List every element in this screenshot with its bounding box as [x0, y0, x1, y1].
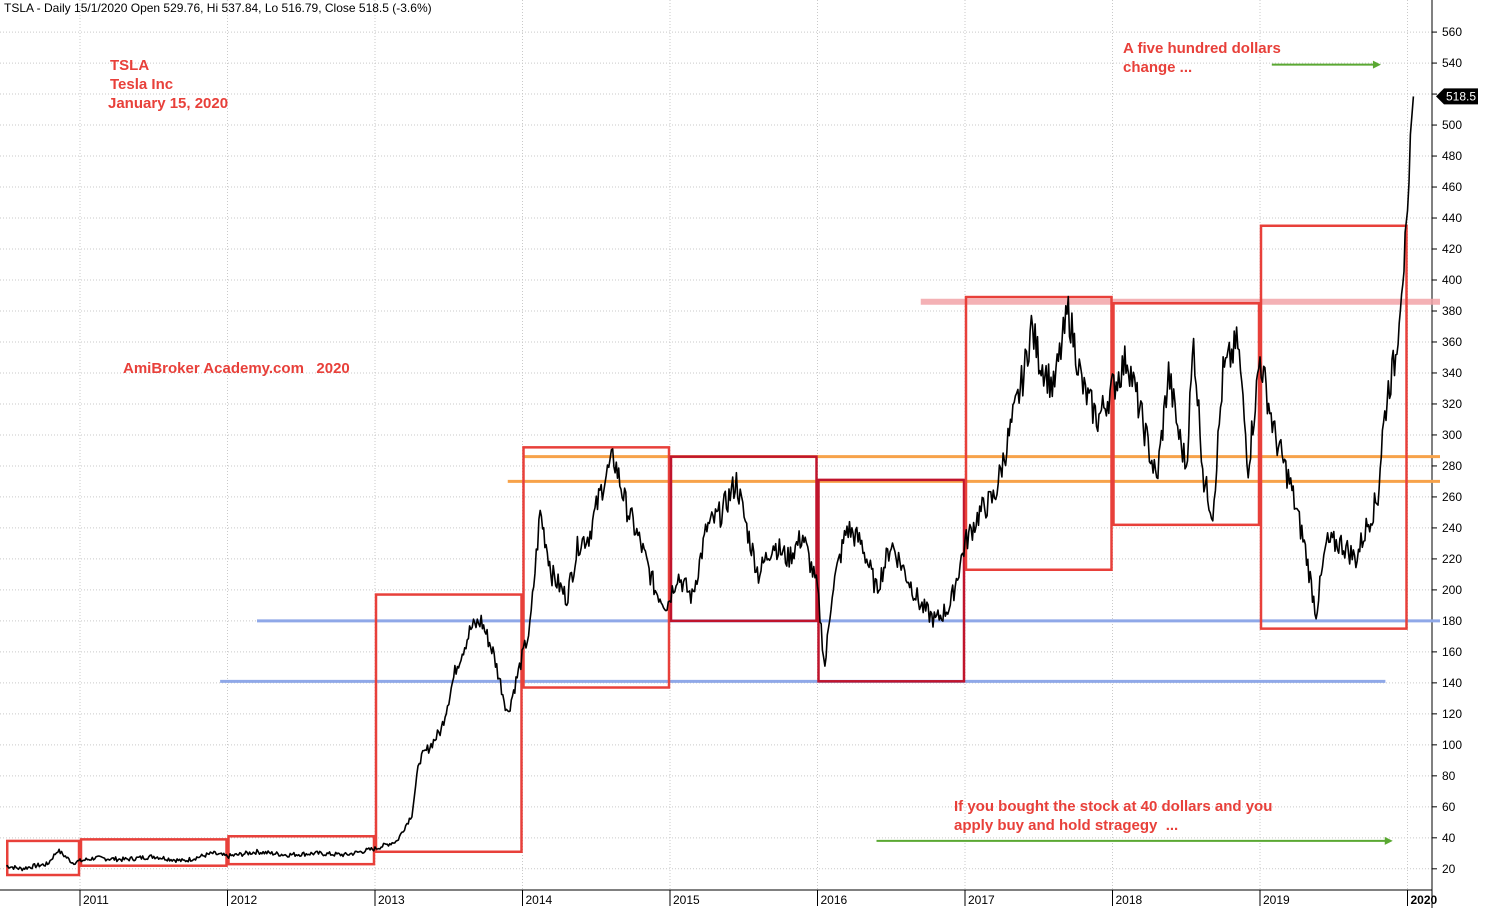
year-range-box	[1259, 224, 1408, 630]
y-tick-label: 120	[1442, 707, 1462, 721]
y-tick-label: 540	[1442, 56, 1462, 70]
bottom-note-line2: apply buy and hold stragegy ...	[954, 817, 1179, 834]
date-label: January 15, 2020	[108, 95, 229, 112]
year-range-box	[522, 446, 671, 689]
year-range-box	[227, 835, 376, 866]
last-price-marker	[1436, 88, 1478, 105]
y-tick-label: 360	[1442, 335, 1462, 349]
x-tick-label: 2019	[1263, 893, 1290, 907]
x-tick-label: 2018	[1116, 893, 1143, 907]
y-tick-label: 240	[1442, 521, 1462, 535]
ticker-label: TSLA	[110, 57, 150, 74]
x-tick-label: 2011	[83, 893, 109, 907]
top-note-line2: change ...	[1123, 59, 1193, 76]
year-range-box	[817, 478, 966, 683]
bottom-note-line1: If you bought the stock at 40 dollars an…	[954, 798, 1273, 815]
x-tick-label: 2017	[968, 893, 995, 907]
y-tick-label: 140	[1442, 676, 1462, 690]
y-tick-label: 380	[1442, 304, 1462, 318]
y-tick-label: 180	[1442, 614, 1462, 628]
last-price-label: 518.5	[1446, 89, 1476, 103]
y-tick-label: 340	[1442, 366, 1462, 380]
y-tick-label: 280	[1442, 459, 1462, 473]
watermark-label: AmiBroker Academy.com 2020	[123, 360, 350, 377]
y-tick-label: 440	[1442, 211, 1462, 225]
top-note-line1: A five hundred dollars	[1123, 40, 1281, 57]
y-tick-label: 40	[1442, 831, 1456, 845]
year-range-box	[964, 295, 1113, 572]
y-tick-label: 420	[1442, 242, 1462, 256]
chart-header: TSLA - Daily 15/1/2020 Open 529.76, Hi 5…	[4, 1, 432, 15]
green-arrow-head	[1384, 836, 1393, 845]
year-range-box	[669, 455, 818, 623]
y-tick-label: 320	[1442, 397, 1462, 411]
y-tick-label: 260	[1442, 490, 1462, 504]
x-tick-label: 2013	[378, 893, 405, 907]
y-tick-label: 560	[1442, 25, 1462, 39]
x-tick-label: 2015	[673, 893, 700, 907]
y-tick-label: 20	[1442, 862, 1456, 876]
y-tick-label: 200	[1442, 583, 1462, 597]
price-line	[6, 96, 1415, 872]
y-tick-label: 220	[1442, 552, 1462, 566]
x-tick-label: 2014	[526, 893, 553, 907]
y-tick-label: 460	[1442, 180, 1462, 194]
x-tick-label: 2016	[821, 893, 848, 907]
y-tick-label: 80	[1442, 769, 1456, 783]
x-tick-label: 2012	[231, 893, 258, 907]
y-tick-label: 160	[1442, 645, 1462, 659]
company-label: Tesla Inc	[110, 76, 174, 93]
y-tick-label: 480	[1442, 149, 1462, 163]
year-range-box	[79, 838, 228, 867]
x-tick-label: 2020	[1411, 893, 1438, 907]
y-tick-label: 500	[1442, 118, 1462, 132]
y-tick-label: 60	[1442, 800, 1456, 814]
y-tick-label: 100	[1442, 738, 1462, 752]
green-arrow-head	[1372, 60, 1381, 69]
year-range-box	[6, 839, 81, 877]
y-tick-label: 300	[1442, 428, 1462, 442]
year-range-box	[374, 593, 523, 854]
y-tick-label: 400	[1442, 273, 1462, 287]
year-range-box	[1112, 301, 1261, 527]
